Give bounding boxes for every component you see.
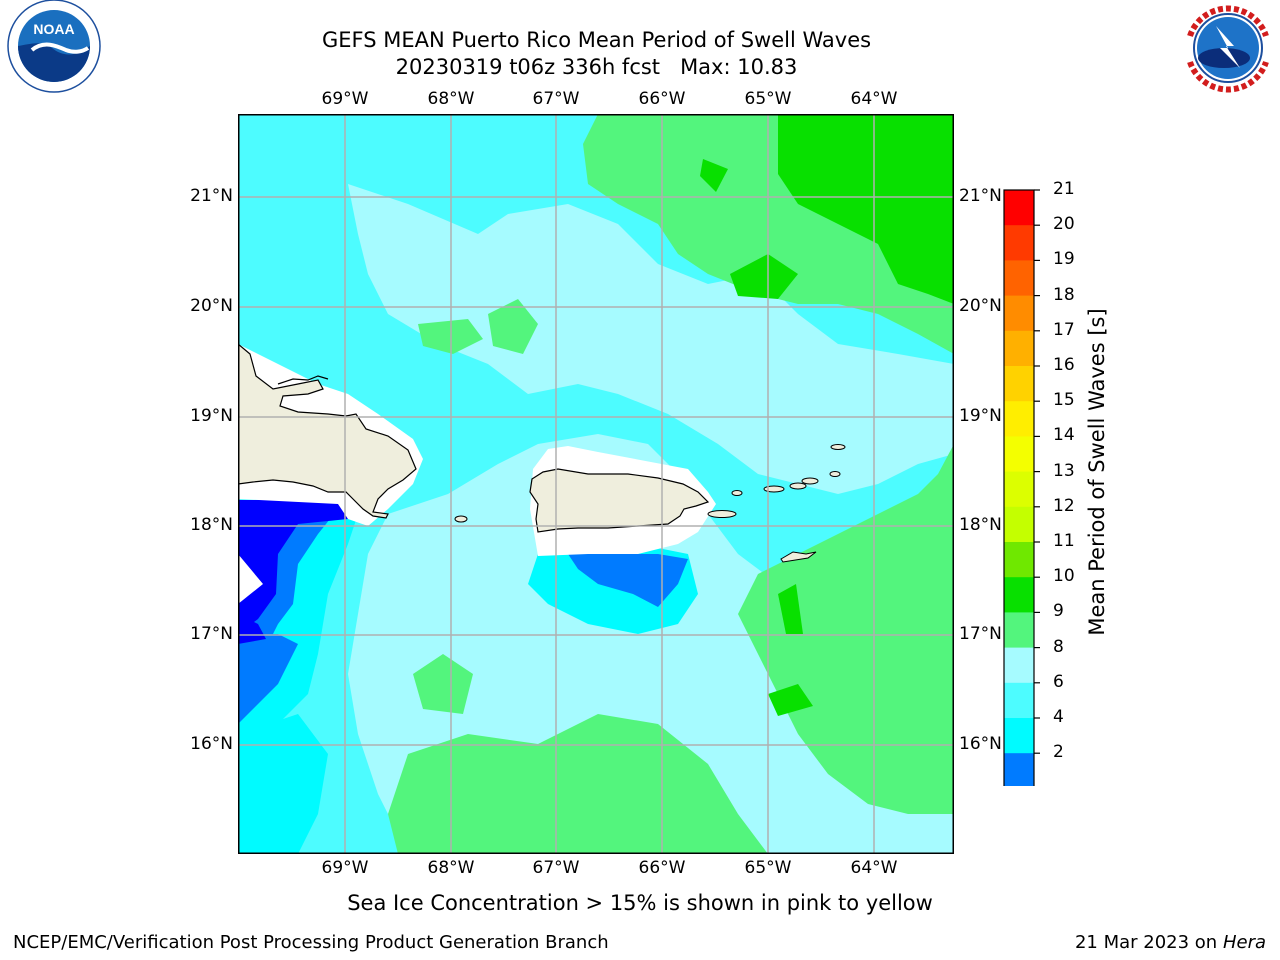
lon-label-bottom: 68°W (427, 858, 475, 878)
lon-label-bottom: 66°W (638, 858, 686, 878)
lon-label-top: 66°W (638, 89, 686, 109)
colorbar-tick-label: 10 (1053, 566, 1075, 587)
colorbar-border (1003, 189, 1035, 786)
lat-label-right: 21°N (959, 186, 1002, 206)
field-9-10-east (738, 444, 954, 814)
colorbar-tick-label: 4 (1053, 707, 1064, 727)
colorbar-label: Mean Period of Swell Waves [s] (1085, 308, 1109, 636)
field-10-11-northeast (778, 114, 954, 304)
colorbar-segment (1004, 647, 1034, 684)
colorbar-segment (1004, 577, 1034, 613)
land-hispaniola-north-coast (277, 375, 329, 385)
lat-label-left: 20°N (190, 296, 233, 316)
colorbar-tick-label: 14 (1053, 425, 1075, 446)
lat-label-left: 17°N (190, 624, 233, 644)
lat-label-right: 19°N (959, 406, 1002, 426)
lat-label-left: 19°N (190, 406, 233, 426)
colorbar-tick-label: 13 (1053, 460, 1075, 481)
lon-label-bottom: 67°W (532, 858, 580, 878)
colorbar-tick-label: 16 (1053, 355, 1075, 375)
lat-label-right: 18°N (959, 515, 1002, 535)
lon-label-top: 69°W (321, 89, 369, 109)
lat-label-left: 18°N (190, 515, 233, 535)
colorbar-segment (1004, 753, 1034, 786)
footer-date-text: 21 Mar 2023 on (1074, 932, 1218, 953)
land-culebra (731, 490, 743, 496)
land-hispaniola (238, 343, 417, 519)
colorbar-segment (1004, 330, 1034, 367)
land-mona-island (454, 515, 468, 523)
lon-label-top: 64°W (850, 89, 898, 109)
lat-lon-grid (238, 114, 954, 854)
colorbar-segment (1004, 682, 1034, 719)
colorbar-tick-label: 18 (1053, 284, 1075, 305)
colorbar (1003, 189, 1040, 786)
field-9-10-south (388, 714, 768, 854)
lon-label-top: 68°W (427, 89, 475, 109)
lat-label-right: 16°N (959, 734, 1002, 754)
land-vieques (707, 510, 737, 518)
nws-logo-icon (1182, 2, 1274, 94)
noaa-logo-icon: NOAA (7, 0, 101, 93)
land-virgin-gorda (829, 471, 841, 477)
colorbar-tick-label: 15 (1053, 390, 1075, 411)
colorbar-tick-label: 19 (1053, 249, 1075, 270)
land-anegada (830, 444, 846, 450)
colorbar-segment (1004, 366, 1034, 402)
field-under-2-small (238, 614, 266, 644)
colorbar-tick-label: 9 (1053, 601, 1064, 622)
colorbar-tick-label: 8 (1053, 636, 1064, 657)
colorbar-tick-label: 20 (1053, 214, 1075, 235)
lon-label-bottom: 64°W (850, 858, 898, 878)
field-4-6-southwest (238, 714, 328, 854)
colorbar-tick-label: 11 (1053, 531, 1075, 551)
lon-label-bottom: 65°W (744, 858, 792, 878)
footer-machine: Hera (1222, 932, 1266, 953)
colorbar-tick-label: 12 (1053, 495, 1075, 516)
chart-title: GEFS MEAN Puerto Rico Mean Period of Swe… (321, 28, 872, 52)
colorbar-segment (1004, 612, 1034, 649)
colorbar-segment (1004, 190, 1034, 226)
colorbar-segment (1004, 401, 1034, 437)
field-2-4-southwest-lower (238, 634, 298, 724)
colorbar-segment (1004, 295, 1034, 332)
lat-label-right: 20°N (959, 296, 1002, 316)
lat-label-left: 21°N (190, 186, 233, 206)
land-tortola (801, 477, 819, 485)
chart-subtitle: 20230319 t06z 336h fcst Max: 10.83 (395, 55, 798, 79)
svg-text:NOAA: NOAA (33, 21, 74, 37)
field-9-10-patch-b (488, 299, 538, 354)
field-10-11-patch-d (778, 584, 803, 634)
colorbar-tick-label: 21 (1053, 179, 1075, 199)
footer-date: 21 Mar 2023 on Hera (1075, 932, 1266, 953)
field-10-11-patch-b (700, 159, 728, 192)
field-10-11-patch-c (768, 684, 813, 716)
sea-ice-note: Sea Ice Concentration > 15% is shown in … (347, 891, 933, 915)
colorbar-segment (1004, 542, 1034, 578)
colorbar-segment (1004, 471, 1034, 508)
colorbar-segment (1004, 718, 1034, 754)
swell-period-map (238, 114, 954, 854)
colorbar-segment (1004, 260, 1034, 297)
field-9-10-patch-c (413, 654, 473, 714)
colorbar-segment (1004, 506, 1034, 543)
land-st-john (789, 482, 807, 490)
colorbar-tick-label: 17 (1053, 319, 1075, 340)
lat-label-right: 17°N (959, 624, 1002, 644)
lat-label-left: 16°N (190, 734, 233, 754)
colorbar-tick-label: 6 (1053, 671, 1064, 692)
field-2-4-puertorico-south (568, 554, 688, 607)
lon-label-top: 67°W (532, 89, 580, 109)
land-st-thomas (763, 485, 785, 493)
lon-label-bottom: 69°W (321, 858, 369, 878)
field-under-2-west (238, 500, 348, 634)
field-10-11-patch-a (730, 254, 798, 299)
land-mask-west-edge (238, 554, 263, 604)
colorbar-segment (1004, 436, 1034, 473)
lon-label-top: 65°W (744, 89, 792, 109)
colorbar-segment (1004, 225, 1034, 261)
colorbar-tick-label: 2 (1053, 742, 1064, 763)
land-st-croix (780, 551, 817, 563)
footer-producer: NCEP/EMC/Verification Post Processing Pr… (13, 932, 609, 953)
